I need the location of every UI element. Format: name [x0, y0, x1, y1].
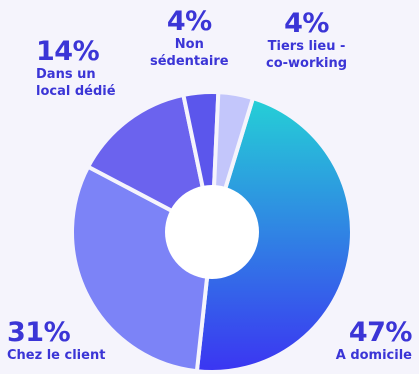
slice-label-chez-client: 31% Chez le client — [7, 319, 105, 364]
slice-percent-a-domicile: 47% — [348, 317, 413, 348]
slice-name-local-dedie: Dans un local dédié — [36, 67, 116, 99]
slice-percent-tiers-lieu: 4% — [284, 8, 329, 39]
slice-name-a-domicile: A domicile — [335, 348, 412, 363]
slice-name-tiers-lieu: Tiers lieu - co-working — [266, 39, 348, 71]
slice-percent-non-sedentaire: 4% — [166, 6, 212, 37]
slice-label-a-domicile: 47% A domicile — [335, 317, 413, 364]
slice-percent-chez-client: 31% — [7, 317, 71, 348]
donut-hole — [165, 185, 259, 279]
slice-a-domicile — [194, 96, 354, 374]
slice-label-local-dedie: 14% Dans un local dédié — [36, 38, 116, 100]
slice-name-chez-client: Chez le client — [7, 348, 106, 363]
slice-label-non-sedentaire: 4% Non sédentaire — [150, 8, 229, 70]
slice-name-non-sedentaire: Non sédentaire — [150, 37, 229, 69]
slice-percent-local-dedie: 14% — [36, 36, 100, 67]
slice-label-tiers-lieu: 4% Tiers lieu - co-working — [266, 10, 347, 72]
